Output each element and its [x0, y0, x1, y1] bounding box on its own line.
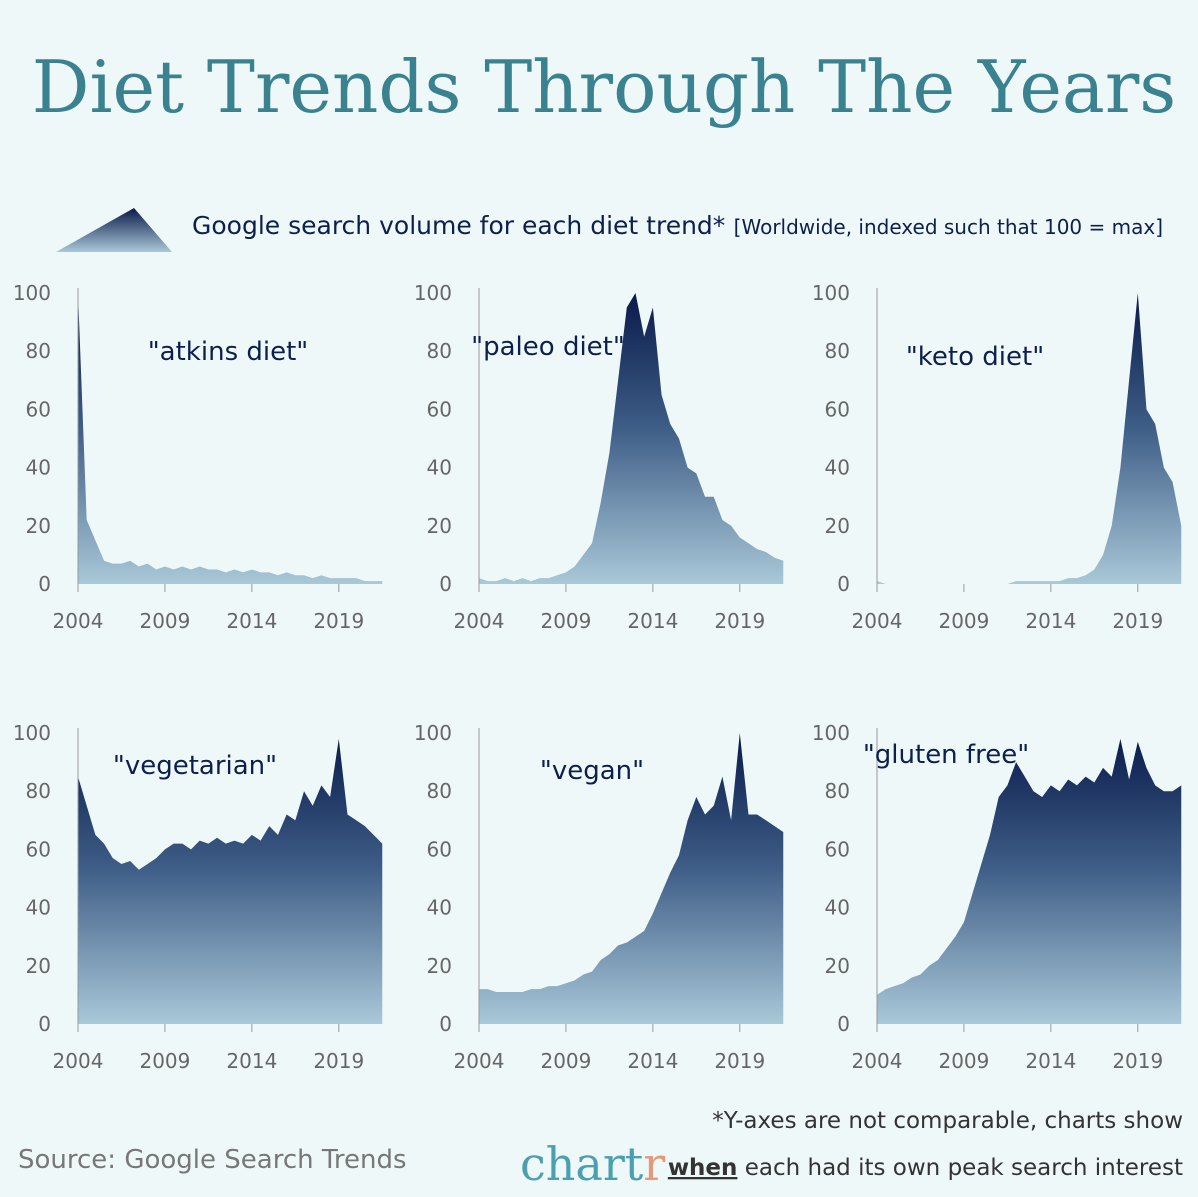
- subtitle: Google search volume for each diet trend…: [192, 211, 725, 240]
- y-tick-label: 0: [439, 572, 452, 596]
- footnote: when each had its own peak search intere…: [668, 1155, 1183, 1181]
- footnote: *Y-axes are not comparable, charts show: [712, 1108, 1183, 1134]
- x-tick-label: 2004: [53, 1049, 104, 1073]
- y-tick-label: 40: [427, 456, 452, 480]
- y-tick-label: 80: [26, 779, 51, 803]
- y-tick-label: 60: [26, 837, 51, 861]
- y-tick-label: 40: [825, 456, 850, 480]
- y-tick-label: 80: [427, 779, 452, 803]
- y-tick-label: 80: [26, 339, 51, 363]
- x-tick-label: 2009: [938, 609, 989, 633]
- y-tick-label: 100: [812, 281, 850, 305]
- x-tick-label: 2019: [1112, 609, 1163, 633]
- y-tick-label: 80: [825, 779, 850, 803]
- x-tick-label: 2014: [1025, 609, 1076, 633]
- panel-title: "keto diet": [906, 342, 1044, 372]
- panel-title: "vegetarian": [113, 751, 277, 781]
- panel-title: "gluten free": [863, 740, 1029, 770]
- x-tick-label: 2009: [139, 609, 190, 633]
- y-tick-label: 0: [837, 572, 850, 596]
- y-tick-label: 40: [26, 456, 51, 480]
- y-tick-label: 20: [825, 514, 850, 538]
- y-tick-label: 100: [13, 721, 51, 745]
- area: [479, 733, 784, 1024]
- logo: chartr: [520, 1137, 665, 1191]
- y-tick-label: 60: [26, 397, 51, 421]
- x-tick-label: 2009: [540, 1049, 591, 1073]
- x-tick-label: 2019: [714, 609, 765, 633]
- x-tick-label: 2004: [852, 1049, 903, 1073]
- y-tick-label: 60: [825, 837, 850, 861]
- y-tick-label: 100: [812, 721, 850, 745]
- x-tick-label: 2014: [226, 1049, 277, 1073]
- area: [78, 738, 383, 1024]
- footnote-rest: each had its own peak search interest: [745, 1155, 1183, 1181]
- y-tick-label: 100: [414, 281, 452, 305]
- page-title: Diet Trends Through The Years: [32, 45, 1176, 129]
- x-tick-label: 2004: [852, 609, 903, 633]
- logo-end: r: [643, 1137, 665, 1191]
- x-tick-label: 2004: [454, 609, 505, 633]
- footnote-emphasis: when: [668, 1155, 738, 1181]
- y-tick-label: 40: [427, 896, 452, 920]
- y-tick-label: 0: [38, 572, 51, 596]
- y-tick-label: 20: [427, 954, 452, 978]
- y-tick-label: 80: [825, 339, 850, 363]
- y-tick-label: 60: [825, 397, 850, 421]
- x-tick-label: 2009: [139, 1049, 190, 1073]
- x-tick-label: 2019: [313, 609, 364, 633]
- y-tick-label: 0: [439, 1012, 452, 1036]
- legend-icon: [56, 208, 172, 252]
- x-tick-label: 2019: [1112, 1049, 1163, 1073]
- x-tick-label: 2019: [313, 1049, 364, 1073]
- x-tick-label: 2019: [714, 1049, 765, 1073]
- y-tick-label: 100: [414, 721, 452, 745]
- y-tick-label: 60: [427, 397, 452, 421]
- y-tick-label: 0: [38, 1012, 51, 1036]
- y-tick-label: 60: [427, 837, 452, 861]
- x-tick-label: 2014: [1025, 1049, 1076, 1073]
- x-tick-label: 2004: [454, 1049, 505, 1073]
- y-tick-label: 100: [13, 281, 51, 305]
- area: [479, 293, 784, 584]
- y-tick-label: 20: [26, 954, 51, 978]
- x-tick-label: 2014: [627, 1049, 678, 1073]
- x-tick-label: 2014: [627, 609, 678, 633]
- source: Source: Google Search Trends: [18, 1145, 407, 1175]
- y-tick-label: 40: [26, 896, 51, 920]
- panel-title: "paleo diet": [471, 332, 625, 362]
- panel-title: "atkins diet": [148, 337, 309, 367]
- area: [877, 293, 1182, 584]
- y-tick-label: 20: [427, 514, 452, 538]
- x-tick-label: 2004: [53, 609, 104, 633]
- logo-main: chart: [520, 1137, 644, 1191]
- y-tick-label: 80: [427, 339, 452, 363]
- panel-title: "vegan": [540, 756, 644, 786]
- x-tick-label: 2014: [226, 609, 277, 633]
- y-tick-label: 0: [837, 1012, 850, 1036]
- subtitle-note: [Worldwide, indexed such that 100 = max]: [734, 215, 1163, 239]
- x-tick-label: 2009: [540, 609, 591, 633]
- y-tick-label: 40: [825, 896, 850, 920]
- x-tick-label: 2009: [938, 1049, 989, 1073]
- y-tick-label: 20: [825, 954, 850, 978]
- y-tick-label: 20: [26, 514, 51, 538]
- area: [877, 738, 1182, 1024]
